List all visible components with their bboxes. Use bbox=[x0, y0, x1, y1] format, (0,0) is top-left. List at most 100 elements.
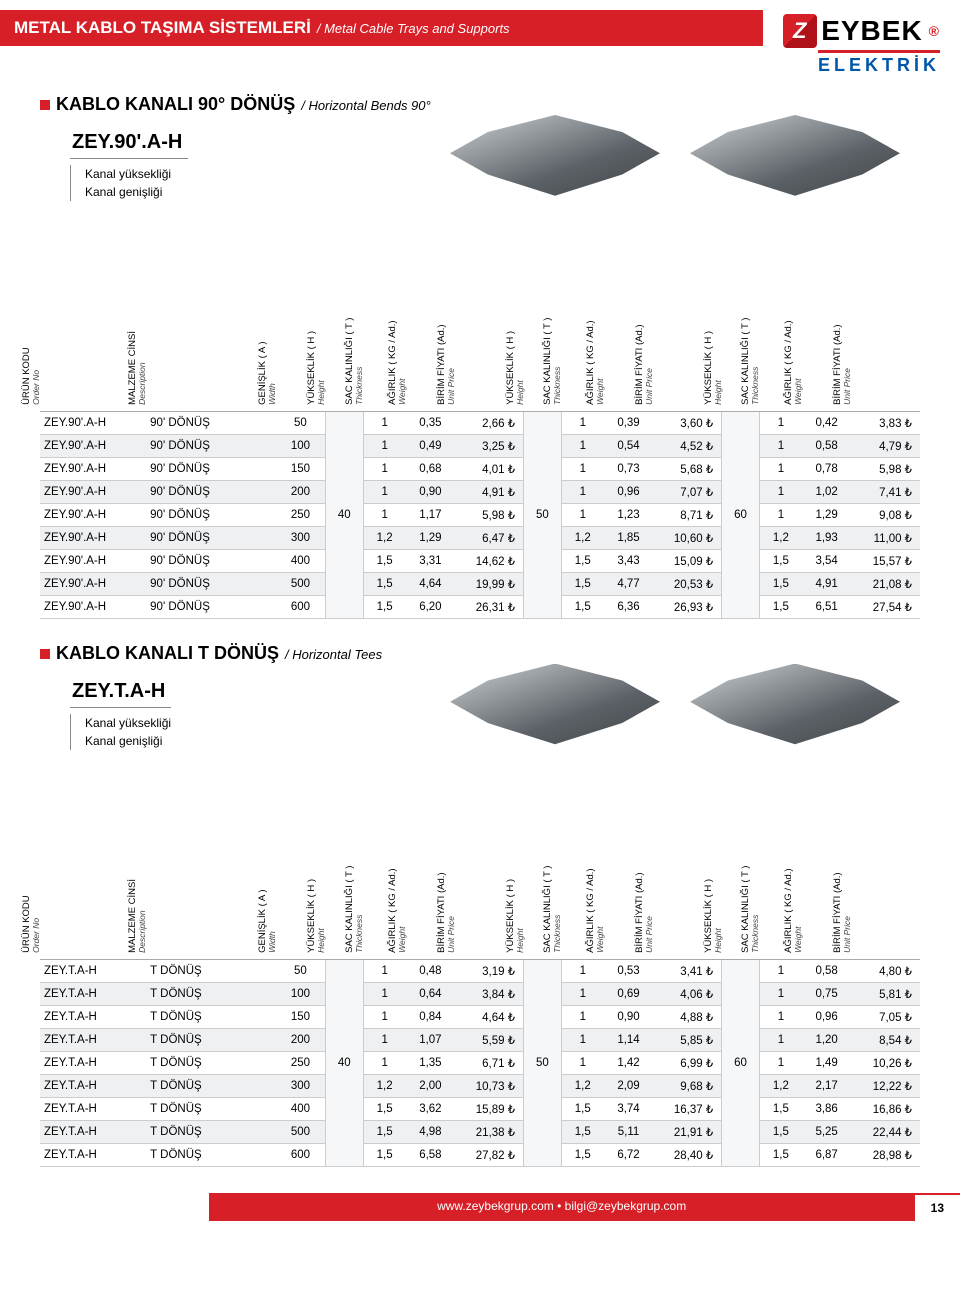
table-cell: 15,89 ₺ bbox=[455, 1098, 523, 1121]
table-cell: 1,2 bbox=[363, 1075, 405, 1098]
table-cell: 0,69 bbox=[604, 983, 654, 1006]
table-cell: 1,5 bbox=[759, 1144, 801, 1167]
header-subtitle: / Metal Cable Trays and Supports bbox=[317, 21, 510, 36]
table-cell: 22,44 ₺ bbox=[851, 1121, 920, 1144]
table-cell: 1 bbox=[363, 983, 405, 1006]
section-90-title: KABLO KANALI 90° DÖNÜŞ / Horizontal Bend… bbox=[40, 94, 920, 115]
product-image bbox=[450, 664, 660, 749]
table-t: ÜRÜN KODUOrder NoMALZEME CİNSİDescriptio… bbox=[40, 840, 920, 1168]
table-cell: T DÖNÜŞ bbox=[146, 983, 276, 1006]
table-cell: 1 bbox=[363, 411, 405, 434]
table-cell: 1,5 bbox=[561, 595, 603, 618]
table-cell: 1,07 bbox=[406, 1029, 456, 1052]
table-cell: 1 bbox=[759, 1006, 801, 1029]
table-cell: 1 bbox=[561, 411, 603, 434]
table-cell: 40 bbox=[325, 960, 363, 1167]
table-cell: 3,31 bbox=[406, 549, 456, 572]
table-cell: 1,2 bbox=[759, 526, 801, 549]
product-code: ZEY.T.A-H bbox=[70, 678, 171, 708]
table-cell: 15,09 ₺ bbox=[653, 549, 721, 572]
table-cell: 1 bbox=[561, 983, 603, 1006]
table-cell: 600 bbox=[276, 1144, 326, 1167]
section-t-subtitle: / Horizontal Tees bbox=[285, 647, 382, 662]
table-cell: 150 bbox=[276, 457, 326, 480]
table-cell: 9,08 ₺ bbox=[851, 503, 920, 526]
table-cell: 0,49 bbox=[406, 434, 456, 457]
table-cell: 4,98 bbox=[406, 1121, 456, 1144]
table-cell: ZEY.T.A-H bbox=[40, 1098, 146, 1121]
table-cell: 7,07 ₺ bbox=[653, 480, 721, 503]
table-cell: 0,42 bbox=[802, 411, 852, 434]
table-cell: 90' DÖNÜŞ bbox=[146, 503, 276, 526]
table-cell: ZEY.T.A-H bbox=[40, 960, 146, 983]
table-cell: 5,98 ₺ bbox=[851, 457, 920, 480]
table-cell: 1,5 bbox=[363, 572, 405, 595]
table-cell: 1 bbox=[759, 503, 801, 526]
table-cell: 90' DÖNÜŞ bbox=[146, 572, 276, 595]
table-cell: 4,77 bbox=[604, 572, 654, 595]
table-cell: 1,5 bbox=[363, 1144, 405, 1167]
table-cell: 1,2 bbox=[363, 526, 405, 549]
table-cell: 1 bbox=[363, 480, 405, 503]
table-cell: 300 bbox=[276, 526, 326, 549]
table-cell: 1,5 bbox=[561, 549, 603, 572]
table-row: ZEY.90'.A-H90' DÖNÜŞ3001,21,296,47 ₺1,21… bbox=[40, 526, 920, 549]
table-cell: 1,20 bbox=[802, 1029, 852, 1052]
table-cell: 0,96 bbox=[604, 480, 654, 503]
table-cell: 6,36 bbox=[604, 595, 654, 618]
table-cell: 1 bbox=[561, 960, 603, 983]
table-cell: ZEY.90'.A-H bbox=[40, 480, 146, 503]
table-cell: 1,93 bbox=[802, 526, 852, 549]
table-cell: 4,06 ₺ bbox=[653, 983, 721, 1006]
product-images-t bbox=[450, 664, 900, 749]
table-cell: 500 bbox=[276, 1121, 326, 1144]
table-cell: 26,31 ₺ bbox=[455, 595, 523, 618]
table-cell: 150 bbox=[276, 1006, 326, 1029]
table-cell: 100 bbox=[276, 983, 326, 1006]
table-row: ZEY.90'.A-H90' DÖNÜŞ504010,352,66 ₺5010,… bbox=[40, 411, 920, 434]
table-cell: 1,5 bbox=[759, 549, 801, 572]
table-cell: 3,19 ₺ bbox=[455, 960, 523, 983]
table-cell: 1 bbox=[759, 411, 801, 434]
table-cell: 90' DÖNÜŞ bbox=[146, 526, 276, 549]
table-cell: 4,79 ₺ bbox=[851, 434, 920, 457]
table-cell: ZEY.90'.A-H bbox=[40, 503, 146, 526]
table-cell: 5,81 ₺ bbox=[851, 983, 920, 1006]
table-cell: 6,72 bbox=[604, 1144, 654, 1167]
table-cell: 3,60 ₺ bbox=[653, 411, 721, 434]
product-image bbox=[690, 664, 900, 749]
table-cell: ZEY.T.A-H bbox=[40, 1029, 146, 1052]
table-row: ZEY.T.A-HT DÖNÜŞ20011,075,59 ₺11,145,85 … bbox=[40, 1029, 920, 1052]
table-cell: 1 bbox=[363, 1029, 405, 1052]
table-cell: 0,53 bbox=[604, 960, 654, 983]
table-cell: 1,85 bbox=[604, 526, 654, 549]
table-cell: 0,90 bbox=[604, 1006, 654, 1029]
table-row: ZEY.90'.A-H90' DÖNÜŞ15010,684,01 ₺10,735… bbox=[40, 457, 920, 480]
table-cell: 1,5 bbox=[363, 1121, 405, 1144]
footer: www.zeybekgrup.com • bilgi@zeybekgrup.co… bbox=[0, 1193, 960, 1221]
bullet-icon bbox=[40, 100, 50, 110]
table-cell: 0,73 bbox=[604, 457, 654, 480]
table-cell: 250 bbox=[276, 503, 326, 526]
table-cell: 1,02 bbox=[802, 480, 852, 503]
table-cell: ZEY.90'.A-H bbox=[40, 411, 146, 434]
table-cell: 1,2 bbox=[561, 526, 603, 549]
table-cell: 1,29 bbox=[802, 503, 852, 526]
table-cell: 1,35 bbox=[406, 1052, 456, 1075]
table-cell: 1,5 bbox=[561, 1098, 603, 1121]
table-cell: 1 bbox=[759, 983, 801, 1006]
table-cell: 10,73 ₺ bbox=[455, 1075, 523, 1098]
section-90-title-text: KABLO KANALI 90° DÖNÜŞ bbox=[56, 94, 295, 115]
table-cell: ZEY.T.A-H bbox=[40, 983, 146, 1006]
table-row: ZEY.90'.A-H90' DÖNÜŞ6001,56,2026,31 ₺1,5… bbox=[40, 595, 920, 618]
column-header: BİRİM FİYATI (Ad.)Unit Price bbox=[851, 840, 920, 960]
table-cell: ZEY.T.A-H bbox=[40, 1075, 146, 1098]
table-cell: 1 bbox=[363, 434, 405, 457]
header-strip: METAL KABLO TAŞIMA SİSTEMLERİ / Metal Ca… bbox=[0, 10, 763, 46]
table-cell: 4,01 ₺ bbox=[455, 457, 523, 480]
table-cell: 5,11 bbox=[604, 1121, 654, 1144]
table-cell: 28,98 ₺ bbox=[851, 1144, 920, 1167]
table-cell: 50 bbox=[524, 960, 562, 1167]
table-cell: 0,58 bbox=[802, 434, 852, 457]
table-cell: 1,5 bbox=[363, 1098, 405, 1121]
